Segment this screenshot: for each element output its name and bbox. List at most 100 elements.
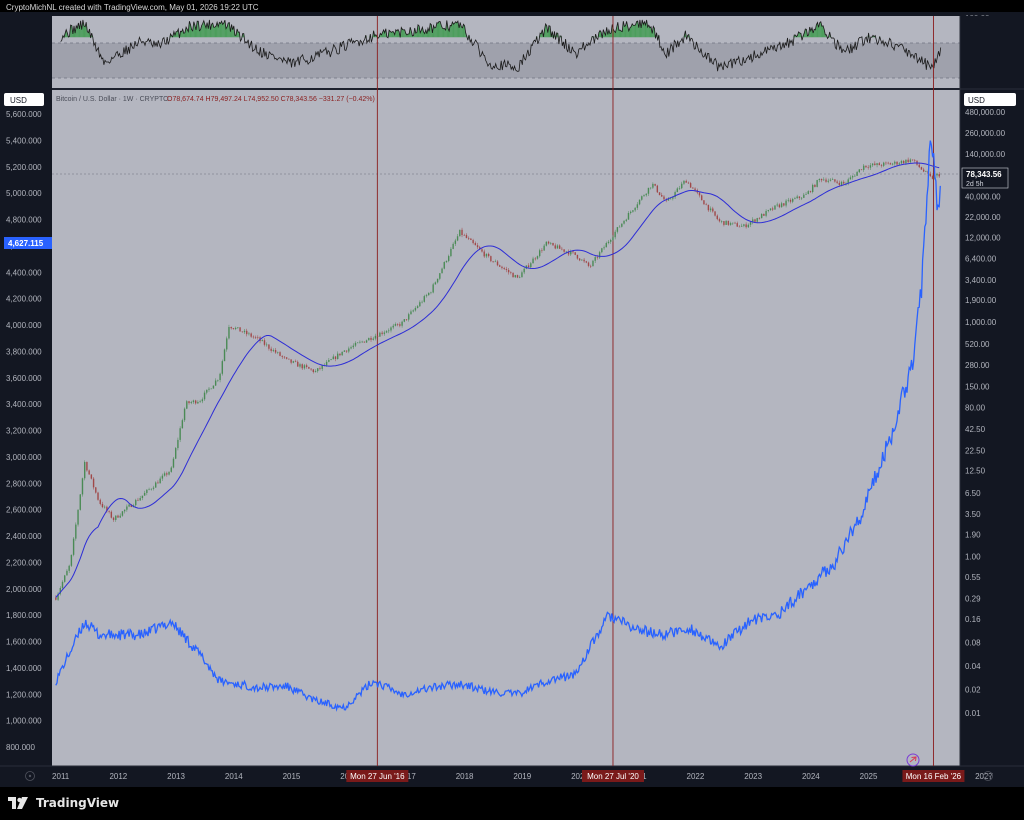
- right-axis-tick: 22,000.00: [965, 213, 1001, 222]
- candle-body: [168, 471, 170, 475]
- rsi-overbought-segment: [180, 31, 182, 38]
- candle-body: [208, 388, 210, 390]
- candle-body: [123, 509, 126, 512]
- candle-body: [399, 324, 401, 326]
- candle-body: [214, 380, 217, 386]
- candle-body: [181, 420, 184, 429]
- candle-body: [361, 341, 363, 343]
- rsi-overbought-segment: [183, 32, 185, 38]
- candle-body: [481, 249, 483, 252]
- tradingview-brand[interactable]: TradingView: [8, 795, 119, 811]
- rsi-overbought-segment: [437, 21, 440, 38]
- candle-body: [117, 515, 119, 518]
- candle-body: [416, 306, 419, 308]
- left-axis-tick: 2,000.000: [6, 585, 42, 594]
- rsi-overbought-segment: [649, 26, 652, 38]
- candle-body: [869, 165, 872, 168]
- rsi-overbought-segment: [211, 23, 213, 38]
- chart-legend: Bitcoin / U.S. Dollar · 1W · CRYPTO O78,…: [56, 96, 375, 103]
- left-price-axis[interactable]: 5,600.000 5,400.000 5,200.000 5,000.000 4,80…: [6, 110, 42, 752]
- candle-body: [909, 159, 912, 163]
- candle-body: [760, 213, 763, 219]
- candle-body: [856, 172, 858, 176]
- candle-body: [658, 192, 661, 196]
- left-axis-tick: 3,600.000: [6, 374, 42, 383]
- candle-body: [827, 180, 829, 182]
- right-axis-tick: 480,000.00: [965, 108, 1006, 117]
- candle-body: [121, 511, 124, 516]
- candle-body: [510, 272, 512, 273]
- candle-body: [594, 257, 596, 261]
- rsi-overbought-segment: [453, 23, 455, 38]
- candle-body: [354, 342, 357, 346]
- candle-body: [385, 331, 388, 333]
- rsi-overbought-segment: [819, 21, 821, 38]
- candle-body: [226, 338, 228, 350]
- axis-settings-icon[interactable]: [983, 771, 993, 781]
- candle-body: [463, 235, 465, 236]
- right-unit-badge[interactable]: USD: [964, 93, 1016, 106]
- candle-body: [197, 401, 199, 404]
- candle-body: [439, 273, 441, 279]
- candle-body: [381, 332, 383, 334]
- legend-symbol: Bitcoin / U.S. Dollar · 1W · CRYPTO: [56, 96, 169, 103]
- candle-body: [503, 268, 505, 269]
- rsi-overbought-segment: [644, 21, 646, 38]
- candle-body: [72, 538, 75, 555]
- candle-body: [814, 184, 816, 187]
- right-price-axis[interactable]: 480,000.00 260,000.00 140,000.00 40,000.00 2…: [965, 108, 1006, 718]
- candle-body: [314, 371, 317, 373]
- candle-body: [825, 179, 827, 182]
- candle-body: [574, 252, 576, 255]
- candle-body: [601, 248, 603, 253]
- scroll-to-realtime-icon[interactable]: [906, 753, 920, 767]
- candle-body: [330, 359, 332, 360]
- candle-body: [401, 321, 403, 326]
- rsi-overbought-segment: [383, 29, 385, 38]
- left-axis-tick: 3,200.000: [6, 427, 42, 436]
- right-axis-tick: 0.55: [965, 573, 981, 582]
- current-value-badge: 4,627.115: [4, 237, 52, 249]
- right-axis-tick: 520.00: [965, 340, 990, 349]
- candle-body: [907, 159, 909, 163]
- candle-body: [778, 204, 781, 208]
- candle-body: [257, 337, 259, 338]
- candle-body: [135, 499, 137, 506]
- candle-body: [718, 219, 721, 222]
- candle-body: [701, 195, 703, 201]
- candle-body: [590, 265, 592, 267]
- right-axis-tick: 140,000.00: [965, 150, 1006, 159]
- rsi-overbought-segment: [415, 32, 417, 38]
- date-marker-label: Mon 16 Feb '26: [906, 772, 962, 781]
- right-axis-tick: 1,000.00: [965, 318, 997, 327]
- candle-body: [902, 160, 905, 164]
- brand-name: TradingView: [36, 796, 120, 810]
- candle-body: [885, 162, 887, 164]
- left-axis-tick: 2,800.000: [6, 479, 42, 488]
- candle-body: [621, 223, 623, 227]
- candle-body: [350, 347, 352, 349]
- candle-body: [383, 332, 386, 334]
- left-unit-badge[interactable]: USD: [4, 93, 44, 106]
- candle-body: [743, 224, 745, 226]
- candle-body: [920, 167, 923, 170]
- timezone-toggle-icon[interactable]: [25, 771, 35, 781]
- candle-body: [190, 402, 192, 404]
- candle-body: [785, 200, 787, 206]
- candle-body: [483, 251, 485, 257]
- candle-body: [234, 327, 237, 330]
- candle-body: [683, 180, 685, 184]
- candle-body: [803, 194, 805, 198]
- candle-body: [618, 226, 621, 228]
- candle-body: [237, 327, 239, 328]
- candle-body: [283, 356, 286, 358]
- candle-body: [692, 187, 694, 189]
- candle-body: [763, 213, 765, 216]
- candle-body: [938, 174, 940, 177]
- rsi-overbought-segment: [619, 30, 622, 38]
- candle-body: [370, 337, 372, 340]
- candle-body: [392, 325, 394, 328]
- candle-body: [738, 226, 741, 228]
- candle-body: [254, 337, 257, 338]
- candle-body: [552, 242, 554, 246]
